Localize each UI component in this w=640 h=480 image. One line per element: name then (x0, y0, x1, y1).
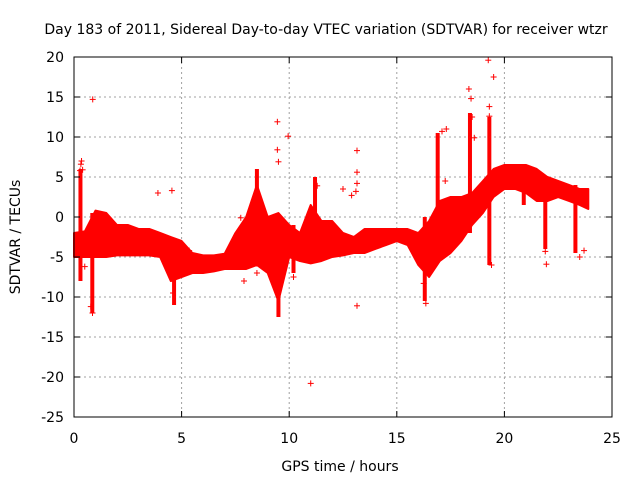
chart-title: Day 183 of 2011, Sidereal Day-to-day VTE… (44, 22, 608, 38)
data-point (485, 57, 492, 64)
x-tick-label: 25 (603, 431, 621, 447)
data-point (274, 146, 281, 153)
data-point (488, 262, 495, 268)
data-point (352, 188, 359, 195)
data-spikes (78, 113, 578, 317)
data-point (79, 166, 86, 173)
y-axis-label: SDTVAR / TECUs (8, 180, 24, 295)
data-point (87, 303, 94, 310)
data-point (542, 248, 549, 255)
data-band-area (73, 164, 590, 302)
data-point (241, 278, 248, 284)
y-tick-label: -15 (41, 330, 64, 346)
data-point (469, 114, 476, 120)
data-point (154, 190, 161, 196)
data-point (438, 128, 445, 135)
y-tick-label: -25 (41, 410, 64, 426)
x-tick-labels: 0 5 10 15 20 25 (70, 431, 621, 447)
x-tick-label: 10 (280, 431, 298, 447)
data-point (353, 169, 360, 176)
data-point (275, 158, 282, 165)
data-point (486, 103, 493, 110)
data-point (285, 133, 292, 140)
y-tick-label: 20 (46, 50, 64, 66)
data-point (340, 186, 346, 192)
data-point (581, 247, 588, 254)
data-point (186, 247, 193, 254)
data-point (290, 274, 297, 280)
data-point (576, 254, 583, 260)
x-tick-label: 20 (495, 431, 513, 447)
data-point (77, 161, 84, 168)
data-point (348, 192, 355, 199)
data-point (78, 158, 85, 164)
y-tick-label: -5 (50, 250, 64, 266)
y-tick-label: 15 (46, 90, 64, 106)
axis-ticks (73, 56, 613, 418)
data-points (77, 57, 588, 387)
data-point (89, 310, 96, 316)
data-point (486, 113, 493, 120)
data-point (169, 290, 176, 296)
data-point (77, 167, 84, 174)
data-point (422, 300, 429, 307)
data-point (89, 96, 96, 103)
data-point (307, 380, 314, 387)
y-tick-label: -10 (41, 290, 64, 306)
x-tick-label: 5 (177, 431, 186, 447)
data-point (471, 134, 478, 141)
x-axis-label: GPS time / hours (281, 459, 398, 475)
data-point (442, 178, 449, 184)
data-point (81, 263, 88, 270)
data-band (73, 164, 590, 302)
data-point (465, 86, 472, 92)
data-point (353, 147, 360, 154)
x-tick-label: 0 (70, 431, 79, 447)
y-tick-label: 10 (46, 130, 64, 146)
plot-frame (73, 56, 613, 418)
data-point (420, 280, 427, 287)
data-point (353, 180, 360, 187)
data-point (353, 302, 360, 309)
y-tick-label: 0 (55, 210, 64, 226)
data-point (168, 187, 175, 194)
data-point (443, 126, 450, 132)
data-point (314, 182, 321, 189)
y-tick-labels: -25 -20 -15 -10 -5 0 5 10 15 20 (41, 50, 64, 426)
data-point (274, 118, 281, 125)
data-point (253, 270, 260, 276)
data-point (468, 95, 475, 102)
y-tick-label: 5 (55, 170, 64, 186)
data-point (543, 261, 550, 268)
x-tick-label: 15 (388, 431, 406, 447)
data-point (490, 74, 497, 80)
y-tick-label: -20 (41, 370, 64, 386)
data-point (237, 214, 244, 221)
